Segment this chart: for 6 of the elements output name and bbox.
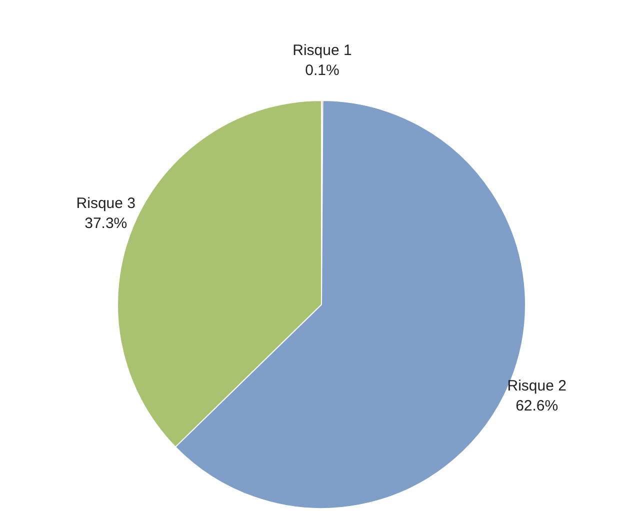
data-label: 0.1% bbox=[305, 62, 340, 79]
slice-label: Risque 2 bbox=[507, 378, 566, 395]
slice-label: Risque 1 bbox=[292, 42, 352, 59]
data-label: 62.6% bbox=[516, 398, 558, 415]
data-label: 37.3% bbox=[84, 215, 128, 232]
slice-label: Risque 3 bbox=[76, 195, 136, 212]
